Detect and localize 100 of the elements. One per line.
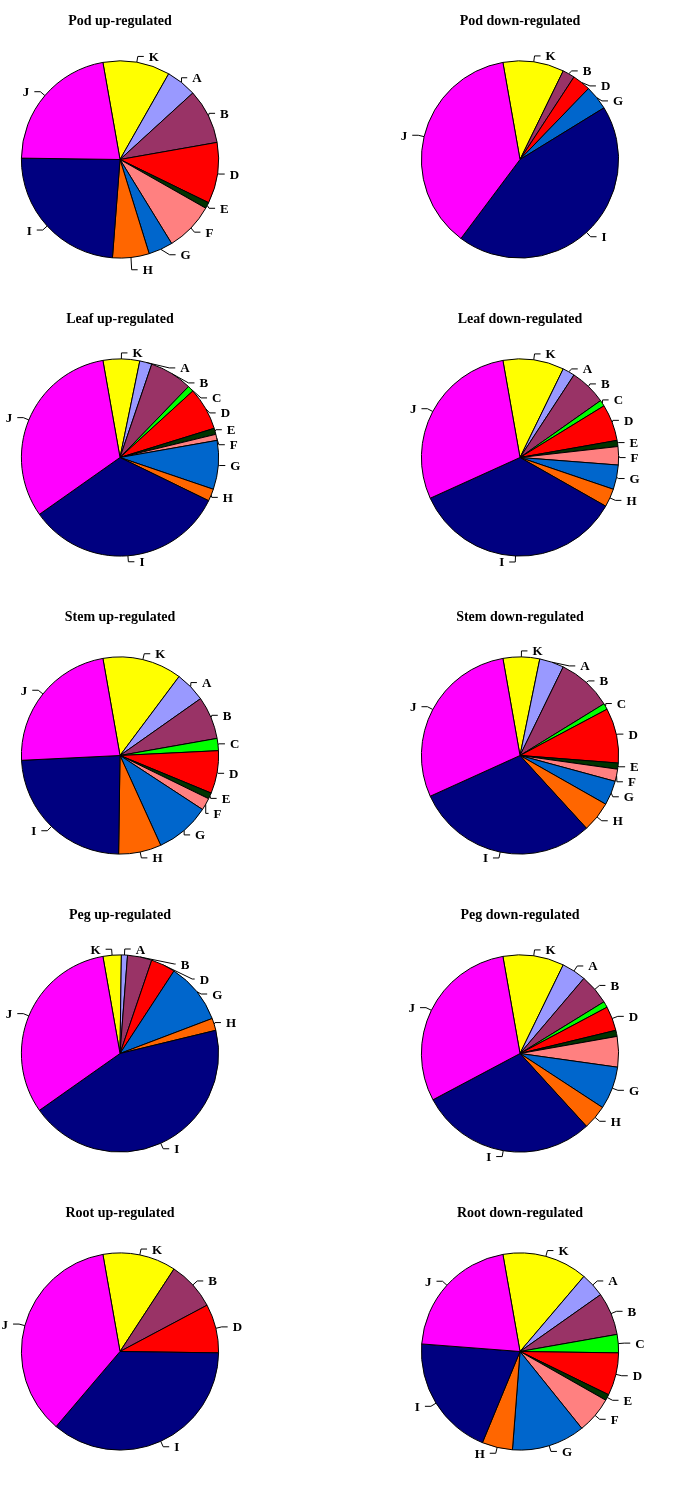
slice-label: D — [628, 1008, 639, 1024]
chart-title: Pod up-regulated — [68, 12, 172, 28]
slice-label: D — [232, 1319, 243, 1335]
slice-label: J — [5, 1006, 13, 1022]
slice-label: K — [558, 1243, 570, 1259]
slice-label: K — [532, 643, 544, 659]
slice-label: C — [616, 696, 627, 712]
slice-label: B — [627, 1303, 637, 1319]
slice-label: K — [155, 646, 167, 662]
slice-label: B — [600, 376, 610, 392]
slice-label: B — [610, 977, 620, 993]
slice-label: K — [90, 941, 102, 957]
slice-label: G — [623, 789, 634, 805]
slice-label: K — [545, 346, 557, 362]
slice-label: J — [400, 127, 408, 143]
slice-label: J — [408, 1000, 416, 1016]
slice-label: B — [220, 105, 230, 121]
slice-label: J — [5, 410, 13, 426]
chart-title: Root down-regulated — [456, 1204, 584, 1220]
slice-label: I — [26, 222, 32, 238]
chart-title: Root up-regulated — [65, 1204, 175, 1220]
slice-label: E — [226, 422, 236, 438]
slice-label: D — [199, 971, 210, 987]
slice-label: A — [608, 1273, 619, 1289]
slice-label: I — [499, 554, 505, 570]
slice-label: A — [588, 958, 599, 974]
slice-label: D — [632, 1368, 643, 1384]
slice-label: A — [582, 361, 593, 377]
slice-label: A — [135, 941, 146, 957]
slice-label: B — [199, 375, 209, 391]
slice-label: B — [208, 1273, 218, 1289]
slice-label: J — [409, 699, 417, 715]
slice-label: D — [600, 78, 611, 94]
chart-title: Pod down-regulated — [459, 12, 581, 28]
slice-label: B — [582, 63, 592, 79]
slice-label: A — [192, 70, 203, 86]
slice-label: E — [629, 435, 639, 451]
slice-label: D — [220, 405, 231, 421]
slice-label: J — [409, 401, 417, 417]
slice-label: H — [142, 262, 153, 278]
slice-label: K — [132, 345, 144, 361]
slice-label: G — [628, 1082, 640, 1098]
slice-label: H — [152, 850, 163, 866]
slice-label: K — [148, 48, 160, 64]
slice-label: I — [139, 554, 145, 570]
slice-label: I — [482, 850, 488, 866]
slice-label: D — [623, 412, 634, 428]
slice-label: I — [486, 1149, 492, 1165]
slice-label: K — [545, 942, 557, 958]
slice-label: B — [222, 707, 232, 723]
slice-label: C — [212, 390, 222, 406]
slice-label: C — [635, 1335, 645, 1351]
slice-label: J — [20, 682, 28, 698]
chart-title: Stem down-regulated — [456, 608, 585, 624]
slice-label: F — [205, 224, 214, 240]
slice-label: F — [610, 1411, 619, 1427]
slice-label: E — [630, 759, 639, 775]
slice-label: H — [626, 492, 637, 508]
slice-label: F — [627, 774, 636, 790]
chart-title: Peg up-regulated — [68, 906, 172, 922]
slice-label: G — [212, 986, 223, 1002]
slice-label: F — [213, 805, 222, 821]
slice-label: G — [629, 471, 640, 487]
chart-title: Leaf up-regulated — [66, 310, 174, 326]
chart-title: Peg down-regulated — [460, 906, 580, 922]
slice-label: H — [612, 813, 623, 829]
slice-label: D — [229, 166, 240, 182]
slice-label: H — [610, 1113, 621, 1129]
slice-label: H — [222, 489, 233, 505]
chart-title: Leaf down-regulated — [457, 310, 583, 326]
slice-label: B — [599, 673, 609, 689]
slice-label: F — [229, 437, 238, 453]
slice-label: G — [561, 1443, 573, 1459]
slice-label: C — [229, 736, 240, 752]
slice-label: H — [225, 1015, 237, 1031]
slice-label: J — [425, 1273, 433, 1289]
slice-label: E — [220, 200, 229, 216]
slice-label: G — [195, 827, 206, 843]
slice-label: E — [221, 790, 231, 806]
slice-label: F — [630, 450, 639, 466]
slice-label: J — [1, 1316, 9, 1332]
slice-label: A — [180, 360, 191, 376]
slice-label: D — [229, 765, 239, 781]
slice-label: K — [152, 1241, 164, 1257]
slice-label: E — [623, 1392, 633, 1408]
slice-label: G — [230, 458, 241, 474]
slice-label: B — [180, 956, 190, 972]
slice-label: G — [180, 247, 191, 263]
slice-label: D — [628, 726, 638, 742]
slice-label: K — [545, 48, 557, 64]
slice-label: C — [613, 392, 624, 408]
slice-label: J — [22, 84, 30, 100]
chart-title: Stem up-regulated — [64, 608, 176, 624]
slice-label: A — [201, 675, 212, 691]
slice-label: I — [414, 1398, 420, 1414]
slice-label: G — [612, 93, 624, 109]
slice-label: H — [474, 1445, 485, 1461]
slice-label: I — [601, 229, 607, 245]
slice-label: I — [174, 1141, 180, 1157]
slice-label: I — [174, 1439, 180, 1455]
